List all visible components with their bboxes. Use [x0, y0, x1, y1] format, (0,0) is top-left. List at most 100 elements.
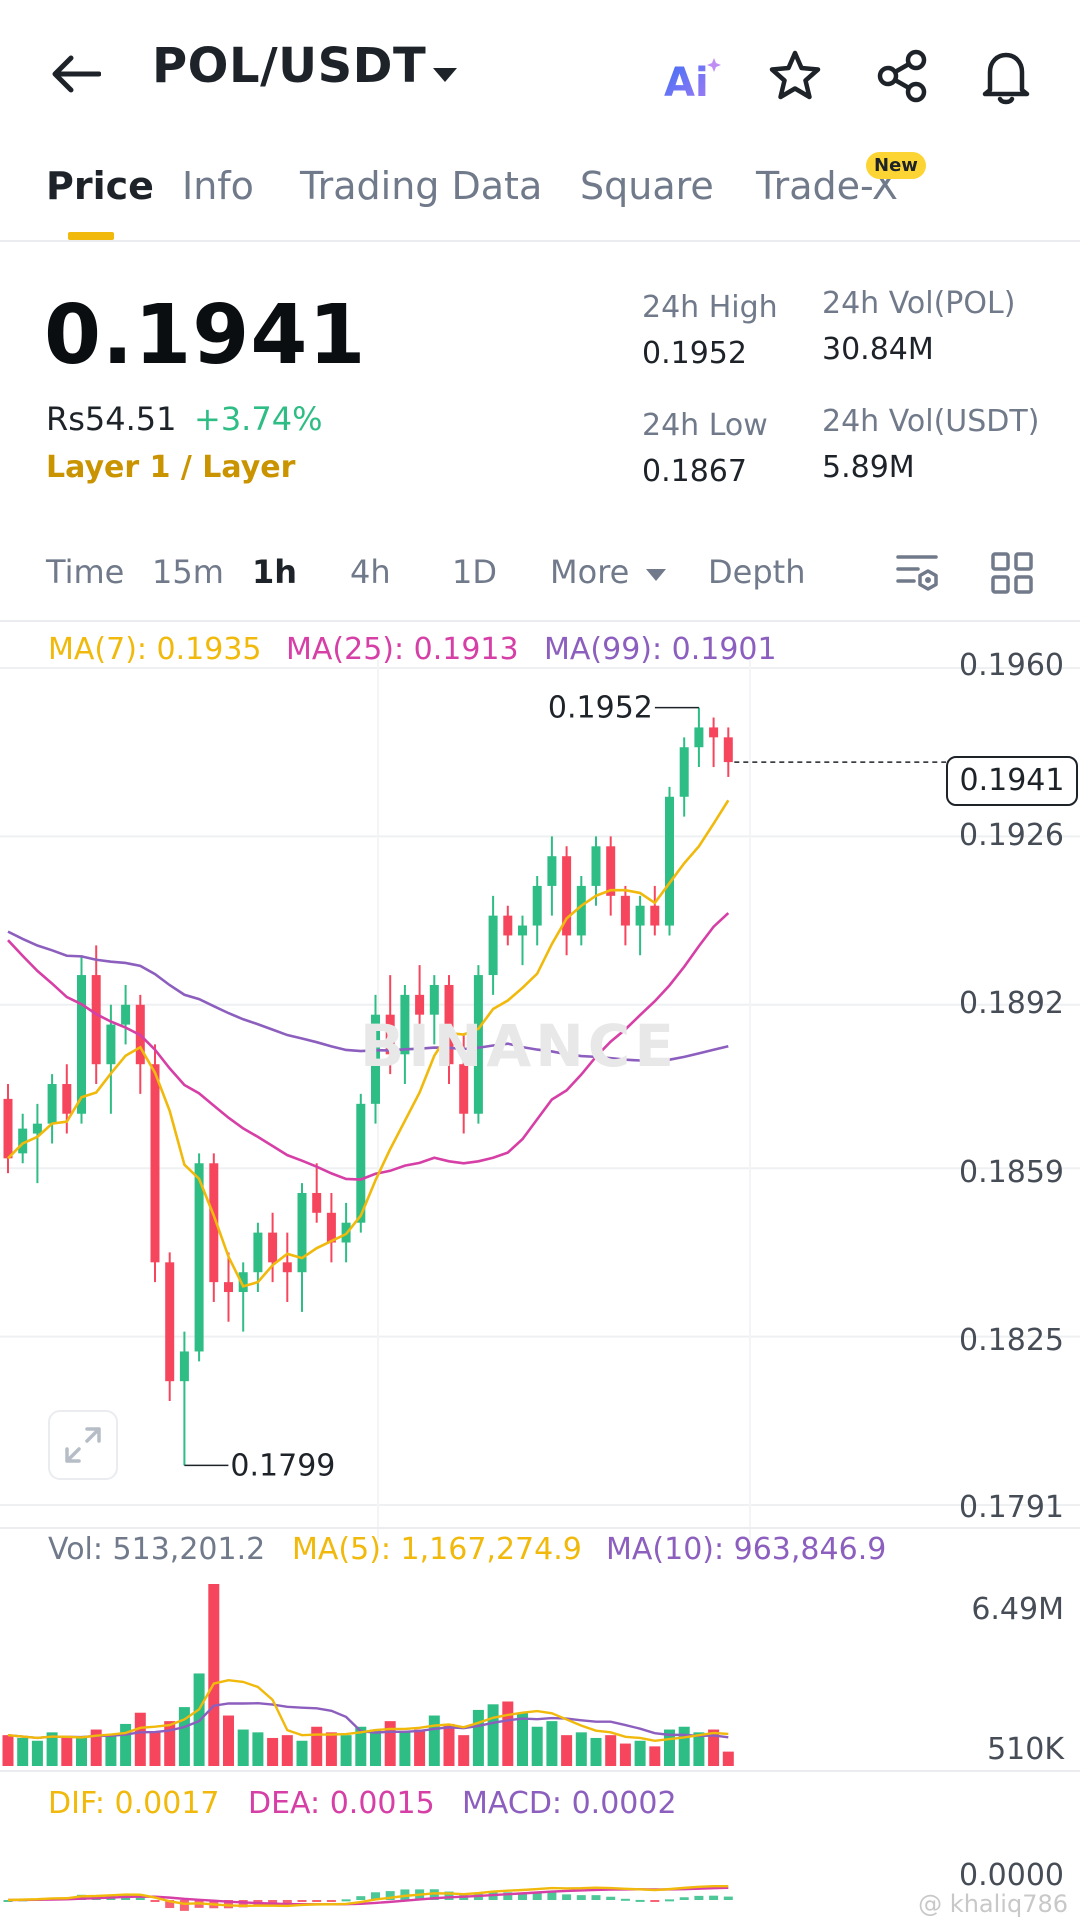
candle-body	[444, 984, 454, 1065]
macd-histogram-bar	[179, 1900, 189, 1911]
price-candlestick-chart[interactable]: 0.1952 0.1799	[0, 660, 1080, 1540]
y-tick-label: 0.1960	[959, 648, 1064, 683]
volume-bar	[105, 1735, 117, 1766]
interval-1h[interactable]: 1h	[252, 553, 298, 591]
interval-depth[interactable]: Depth	[708, 553, 806, 591]
last-price: 0.1941	[44, 288, 367, 383]
volume-ma5-legend: MA(5): 1,167,274.9	[292, 1532, 582, 1567]
volume-bar	[223, 1715, 234, 1766]
interval-selector: Time 15m 1h 4h 1D More Depth	[0, 545, 1080, 605]
macd-histogram-bar	[591, 1895, 601, 1900]
volume-bar	[296, 1740, 308, 1766]
candle-body	[106, 1024, 116, 1065]
exchange-watermark: BINANCE	[360, 1012, 678, 1080]
volume-bar	[17, 1737, 29, 1766]
macd-histogram-bar	[694, 1895, 704, 1900]
y-tick-label: 0.1859	[959, 1155, 1064, 1190]
divider	[0, 1527, 1080, 1529]
svg-text:Ai: Ai	[664, 60, 709, 104]
candle-body	[3, 1098, 13, 1159]
main-tabs: Price Info Trading Data Square Trade-X	[0, 150, 1080, 242]
candle-body	[459, 1064, 469, 1114]
candle-body	[518, 925, 527, 936]
volume-bar	[31, 1740, 43, 1766]
volume-bar	[487, 1704, 499, 1766]
candle-body	[253, 1232, 263, 1273]
candle-body	[297, 1192, 307, 1273]
tab-info[interactable]: Info	[182, 164, 254, 208]
volume-bar	[619, 1743, 631, 1766]
macd-histogram-bar	[620, 1898, 630, 1901]
current-price-tag: 0.1941	[946, 756, 1078, 806]
favorite-star-icon[interactable]	[766, 48, 824, 104]
candle-body	[620, 895, 630, 926]
low-24h-value: 0.1867	[642, 454, 747, 489]
macd-histogram-bar	[268, 1900, 278, 1905]
volume-bar	[2, 1735, 14, 1766]
y-tick-label: 0.1892	[959, 986, 1064, 1021]
volume-bar	[134, 1712, 146, 1766]
macd-histogram-bar	[3, 1900, 13, 1902]
volume-bar	[325, 1732, 337, 1766]
volume-y-tick: 510K	[987, 1732, 1064, 1767]
candle-body	[179, 1351, 189, 1382]
volume-bar	[90, 1729, 102, 1766]
macd-histogram-bar	[532, 1892, 542, 1900]
candle-body	[606, 846, 616, 896]
macd-chart[interactable]	[0, 1820, 1080, 1922]
candle-body	[91, 975, 101, 1065]
interval-4h[interactable]: 4h	[350, 553, 391, 591]
macd-histogram-bar	[150, 1900, 160, 1902]
volume-chart[interactable]	[0, 1580, 1080, 1770]
volume-bar	[693, 1732, 705, 1766]
candle-body	[18, 1128, 28, 1154]
candle-body	[326, 1212, 336, 1243]
macd-histogram-bar	[385, 1891, 395, 1900]
candle-body	[503, 915, 513, 936]
tab-price[interactable]: Price	[46, 164, 154, 208]
back-arrow-icon[interactable]	[40, 48, 110, 100]
ma7-legend: MA(7): 0.1935	[48, 632, 262, 667]
volume-bar	[443, 1723, 455, 1766]
tab-square[interactable]: Square	[580, 164, 714, 208]
volume-y-tick: 6.49M	[971, 1592, 1064, 1627]
tab-trading-data[interactable]: Trading Data	[300, 164, 543, 208]
ai-assistant-icon[interactable]: Ai	[660, 52, 724, 104]
chart-settings-icon[interactable]	[894, 551, 942, 599]
volume-bar	[46, 1732, 58, 1766]
macd-histogram-bar	[238, 1900, 248, 1908]
ma7-line	[7, 799, 730, 1288]
notification-bell-icon[interactable]	[978, 46, 1034, 106]
sector-tag[interactable]: Layer 1 / Layer	[46, 450, 296, 485]
volume-ma5-line	[7, 1679, 729, 1742]
volume-bar	[561, 1735, 573, 1766]
interval-1d[interactable]: 1D	[452, 553, 497, 591]
active-tab-indicator	[68, 232, 114, 240]
volume-bar	[605, 1735, 617, 1766]
more-caret-icon[interactable]	[644, 567, 668, 587]
y-tick-label: 0.1825	[959, 1323, 1064, 1358]
layout-grid-icon[interactable]	[990, 551, 1034, 599]
candle-body	[473, 975, 483, 1114]
corner-watermark: @ khaliq786	[918, 1890, 1068, 1918]
volume-bar	[531, 1726, 543, 1766]
interval-time[interactable]: Time	[46, 553, 125, 591]
volume-bar	[458, 1735, 470, 1766]
candle-body	[665, 796, 674, 926]
macd-histogram-bar	[503, 1892, 513, 1900]
high-24h-value: 0.1952	[642, 336, 747, 371]
pair-dropdown-caret-icon[interactable]	[428, 60, 462, 90]
interval-more[interactable]: More	[550, 553, 630, 591]
candle-body	[488, 915, 498, 976]
macd-histogram-bar	[518, 1892, 527, 1900]
macd-histogram-bar	[679, 1897, 689, 1900]
new-badge: New	[866, 152, 926, 179]
macd-histogram-bar	[326, 1900, 336, 1902]
pair-title[interactable]: POL/USDT	[152, 38, 427, 94]
macd-histogram-bar	[723, 1896, 733, 1900]
candle-body	[356, 1103, 366, 1223]
share-icon[interactable]	[874, 48, 930, 104]
macd-y-tick: 0.0000	[959, 1858, 1064, 1893]
interval-15m[interactable]: 15m	[152, 553, 224, 591]
fullscreen-expand-button[interactable]	[48, 1410, 118, 1480]
